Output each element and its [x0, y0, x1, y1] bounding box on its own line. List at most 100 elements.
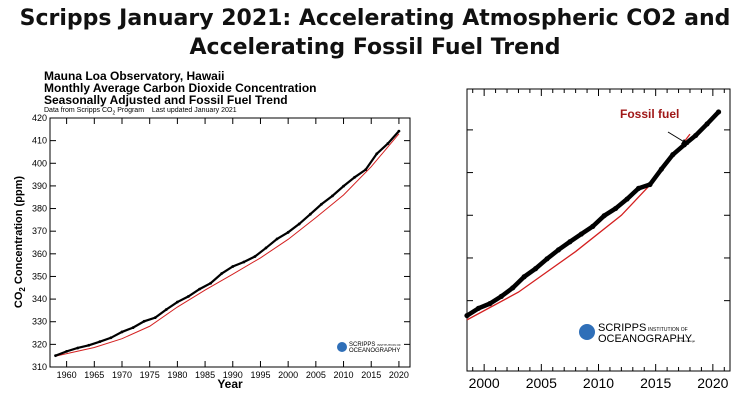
co2-data-point: [533, 266, 539, 272]
co2-data-point: [198, 287, 201, 291]
left-logo-main: SCRIPPS: [349, 342, 375, 348]
x-tick-label: 2020: [697, 375, 728, 391]
y-tick-label: 350: [32, 271, 47, 281]
co2-data-point: [578, 231, 584, 237]
right-logo-tail: UC San Diego: [676, 339, 696, 343]
co2-data-point: [624, 196, 630, 202]
co2-data-point: [120, 330, 124, 334]
x-tick-label: 2010: [334, 370, 354, 380]
co2-data-point: [521, 274, 527, 280]
left-chart-title-3: Seasonally Adjusted and Fossil Fuel Tren…: [44, 93, 288, 107]
co2-data-point: [187, 294, 190, 298]
co2-data-point: [76, 346, 80, 350]
left-chart-source-line: Data from Scripps CO2 Program Last updat…: [44, 107, 237, 117]
co2-series-line: [55, 130, 400, 357]
co2-data-point: [635, 185, 642, 191]
co2-data-point: [286, 230, 290, 234]
co2-data-point: [487, 301, 493, 307]
ylabel-sub: 2: [18, 287, 27, 292]
co2-data-point: [153, 316, 157, 320]
y-tick-label: 410: [32, 136, 47, 146]
y-tick-label: 320: [32, 339, 47, 349]
right-logo-second: OCEANOGRAPHY: [598, 333, 693, 345]
right-chart: 2000 2005 2010 2015 2020 Fossil fuel SCRIPPS…: [464, 88, 731, 391]
y-tick-label: 330: [32, 317, 47, 327]
co2-data-point: [164, 308, 168, 311]
co2-data-point: [475, 305, 482, 311]
left-y-axis-label: CO2 Concentration (ppm): [13, 176, 27, 309]
y-tick-label: 370: [32, 226, 47, 236]
ylabel-rest: Concentration (ppm): [13, 176, 25, 288]
left-chart-updated: Last updated January 2021: [151, 107, 237, 114]
co2-data-point: [175, 300, 179, 304]
co2-data-point: [87, 343, 91, 347]
co2-data-point: [253, 255, 257, 258]
left-chart-title-1: Mauna Loa Observatory, Hawaii: [44, 69, 225, 83]
co2-data-point: [319, 202, 323, 206]
co2-data-point: [567, 239, 573, 245]
co2-data-point: [715, 109, 722, 115]
co2-data-point: [331, 194, 334, 198]
y-tick-label: 310: [32, 362, 47, 372]
co2-data-point: [231, 265, 235, 268]
co2-data-point: [109, 336, 113, 340]
y-tick-label: 340: [32, 294, 47, 304]
co2-data-point: [54, 354, 57, 358]
left-logo-second: OCEANOGRAPHY: [349, 348, 400, 354]
fossil-fuel-trend-line: [55, 133, 400, 357]
co2-data-point: [342, 184, 345, 188]
x-tick-label: 1980: [167, 370, 187, 380]
x-tick-label: 1970: [112, 370, 132, 380]
x-tick-label: 2000: [469, 375, 500, 391]
left-plot-frame: [49, 117, 411, 368]
co2-data-point: [613, 205, 619, 212]
y-tick-label: 380: [32, 204, 47, 214]
x-tick-label: 2015: [640, 375, 671, 391]
y-tick-label: 390: [32, 181, 47, 191]
co2-data-point: [375, 152, 379, 156]
right-scripps-logo: SCRIPPS INSTITUTION OF OCEANOGRAPHY UC S…: [579, 322, 696, 345]
co2-data-point: [647, 181, 653, 188]
co2-data-point: [510, 285, 516, 291]
slide-title-line-2: Accelerating Fossil Fuel Trend: [189, 35, 561, 60]
co2-data-point: [601, 213, 607, 219]
co2-data-point: [397, 129, 401, 133]
co2-data-point: [498, 293, 504, 299]
co2-data-point: [220, 272, 224, 275]
left-chart-header: Mauna Loa Observatory, Hawaii Monthly Av…: [44, 70, 316, 118]
co2-data-point: [264, 246, 268, 250]
ylabel-co: CO: [13, 291, 25, 308]
left-chart-source-tail: Program: [115, 107, 145, 114]
left-chart: 310 320 330 340 350 360 370 380 390 400 410 420 196…: [13, 113, 411, 391]
co2-data-point: [308, 212, 312, 216]
co2-data-point: [142, 319, 146, 323]
left-logo-globe-icon: [337, 342, 347, 352]
co2-data-point: [544, 256, 550, 262]
x-tick-label: 2010: [583, 375, 614, 391]
x-tick-label: 1995: [250, 370, 270, 380]
y-tick-label: 400: [32, 158, 47, 168]
co2-data-point: [670, 152, 676, 158]
left-scripps-logo: SCRIPPS INSTITUTION OF OCEANOGRAPHY: [337, 342, 401, 354]
x-tick-label: 2000: [278, 370, 298, 380]
y-tick-label: 420: [32, 113, 47, 123]
co2-data-point: [555, 247, 562, 253]
co2-data-point: [464, 312, 470, 319]
co2-data-point: [297, 222, 301, 226]
co2-data-point: [704, 121, 710, 127]
co2-data-point: [65, 349, 69, 353]
x-tick-label: 1990: [223, 370, 243, 380]
left-logo-small: INSTITUTION OF: [377, 343, 401, 347]
annotation-arrow: [667, 131, 689, 145]
x-tick-label: 2005: [306, 370, 326, 380]
co2-data-point: [658, 166, 664, 172]
left-x-axis-label: Year: [217, 377, 243, 391]
x-tick-label: 1985: [195, 370, 215, 380]
x-tick-label: 1975: [140, 370, 160, 380]
co2-data-point: [275, 237, 279, 241]
co2-data-point: [131, 326, 135, 330]
co2-data-point: [693, 132, 699, 139]
x-tick-label: 1960: [57, 370, 77, 380]
right-logo-main: SCRIPPS: [598, 322, 646, 334]
co2-data-point: [353, 175, 357, 179]
